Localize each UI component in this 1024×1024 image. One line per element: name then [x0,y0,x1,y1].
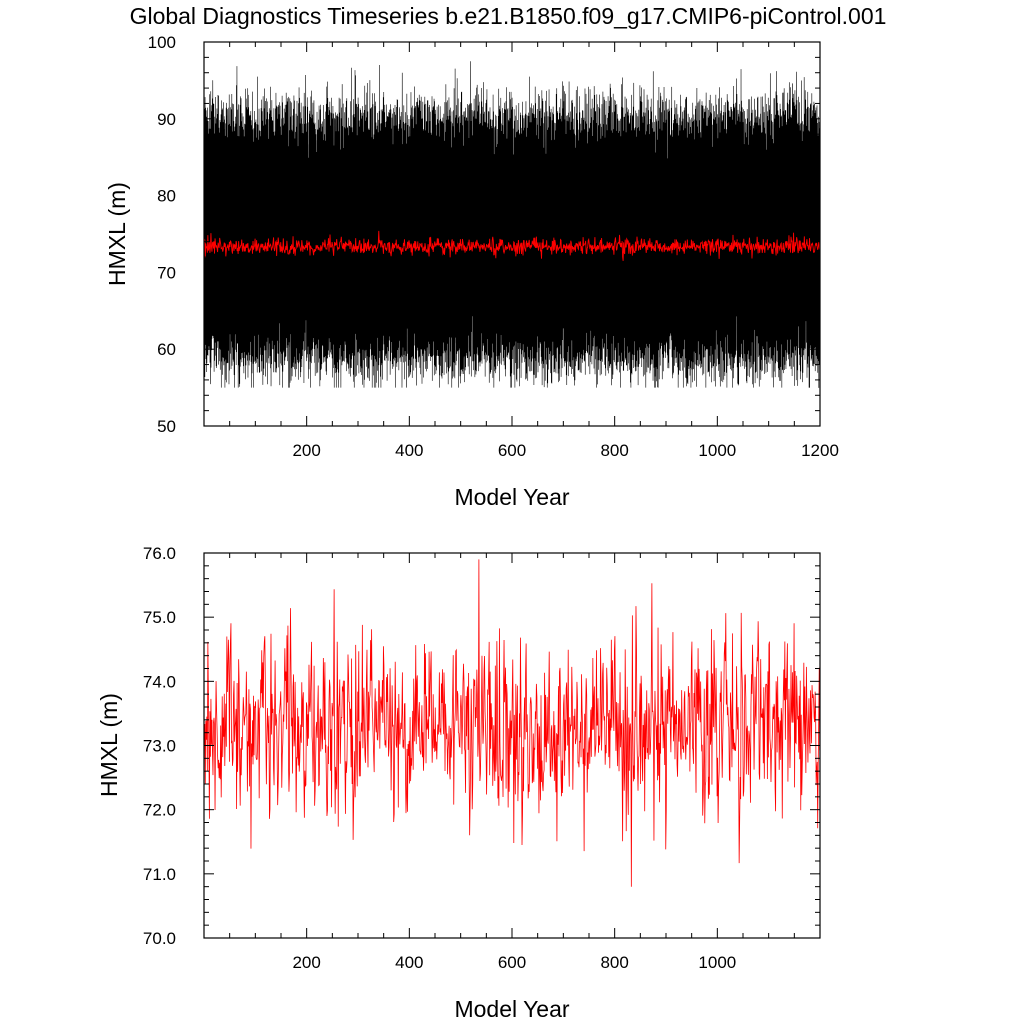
x-tick-label: 600 [498,953,526,972]
top-ticks: 200 400 600 800 1000 1200 50 60 70 80 90 100 [148,33,839,460]
y-tick-label: 72.0 [143,801,176,820]
x-tick-label: 800 [600,953,628,972]
y-tick-label: 74.0 [143,672,176,691]
bottom-series-annual [203,559,821,887]
x-tick-label: 600 [498,441,526,460]
y-tick-label: 70 [157,263,176,282]
bottom-x-axis-label: Model Year [454,996,569,1022]
x-tick-label: 200 [292,953,320,972]
y-tick-label: 76.0 [143,544,176,563]
y-tick-label: 70.0 [143,929,176,948]
x-tick-label: 400 [395,953,423,972]
top-x-axis-label: Model Year [454,484,569,510]
x-tick-label: 800 [600,441,628,460]
y-tick-label: 60 [157,340,176,359]
bottom-panel: 200 400 600 800 1000 70.0 71.0 72.0 73.0 74.0 75.0… [96,544,821,1022]
x-tick-label: 200 [292,441,320,460]
x-tick-label: 1000 [698,953,736,972]
figure-title: Global Diagnostics Timeseries b.e21.B185… [130,3,887,29]
y-tick-label: 90 [157,110,176,129]
y-tick-label: 50 [157,417,176,436]
y-tick-label: 75.0 [143,608,176,627]
top-series-monthly [203,61,821,388]
y-tick-label: 100 [148,33,176,52]
x-tick-label: 400 [395,441,423,460]
x-tick-label: 1000 [698,441,736,460]
bottom-ticks: 200 400 600 800 1000 70.0 71.0 72.0 73.0 74.0 75.0… [143,544,820,972]
top-series-annual [203,230,821,261]
bottom-y-axis-label: HMXL (m) [96,693,122,797]
y-tick-label: 80 [157,187,176,206]
x-tick-label: 1200 [801,441,839,460]
top-y-axis-label: HMXL (m) [104,182,130,286]
y-tick-label: 71.0 [143,865,176,884]
bottom-plot-frame [203,552,821,939]
y-tick-label: 73.0 [143,737,176,756]
top-panel: 200 400 600 800 1000 1200 50 60 70 80 90 100 Model … [104,33,839,510]
